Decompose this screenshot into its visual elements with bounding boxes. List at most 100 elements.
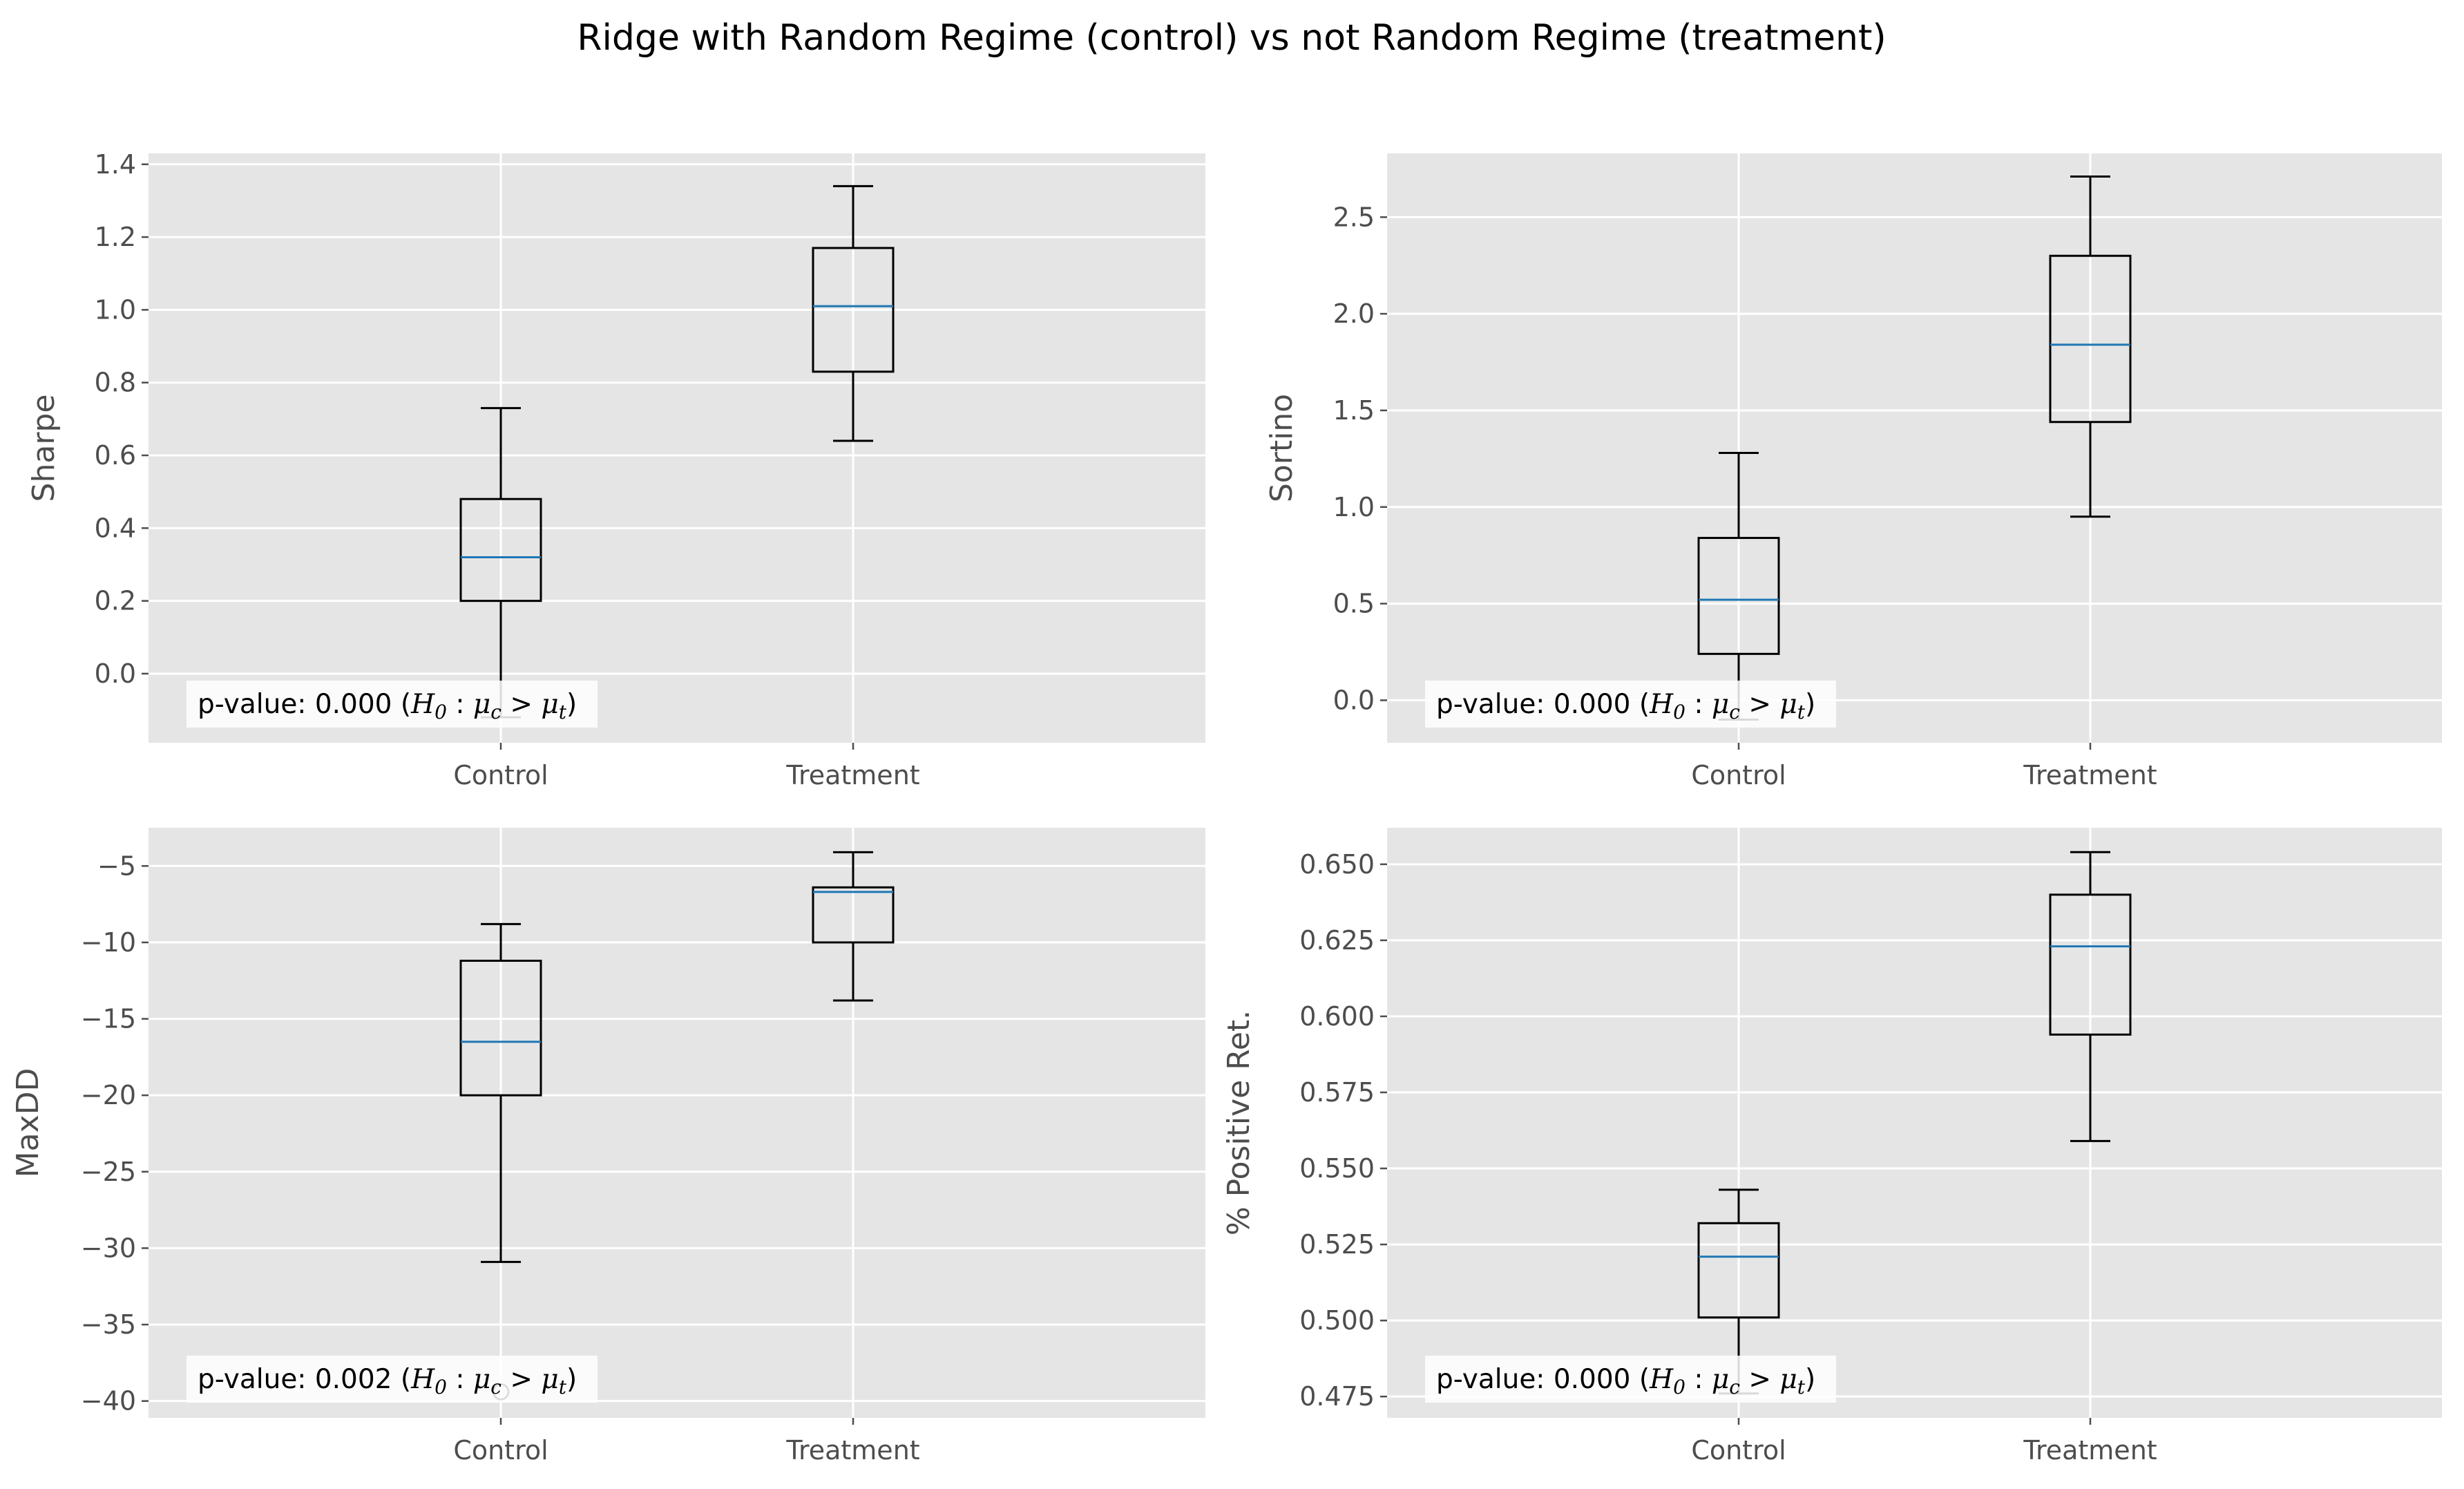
subplot-3: −40 −35 −30 −25 −20 −15 −10 −5 Control Treatment M… bbox=[10, 828, 1205, 1466]
box-treatment bbox=[812, 851, 895, 1002]
p-value-annotation: p-value: 0.002 (H0 : μc > μt) bbox=[187, 1356, 598, 1403]
math-greater-than: > bbox=[1740, 689, 1779, 720]
box-treatment bbox=[812, 184, 895, 442]
box-iqr bbox=[812, 886, 895, 944]
math-colon: : bbox=[1685, 1364, 1712, 1395]
y-tick-label: 0.575 bbox=[1299, 1077, 1375, 1108]
axes-background bbox=[1387, 153, 2442, 743]
annotation-box bbox=[187, 1356, 598, 1403]
box-iqr bbox=[459, 959, 542, 1097]
mu-symbol: μ bbox=[473, 1364, 490, 1395]
mu-subscript: t bbox=[1797, 701, 1806, 723]
y-tick-label: 0.8 bbox=[95, 368, 136, 398]
x-tick-label: Treatment bbox=[2023, 760, 2157, 790]
y-axis-label: Sharpe bbox=[26, 395, 61, 502]
box-treatment bbox=[2049, 176, 2132, 518]
y-tick-label: 1.5 bbox=[1333, 395, 1375, 426]
mu-symbol: μ bbox=[1712, 1364, 1729, 1395]
annotation-box bbox=[1425, 681, 1836, 728]
box-control bbox=[459, 922, 542, 1401]
x-tick-label: Treatment bbox=[785, 1435, 919, 1466]
y-tick-label: 0.550 bbox=[1299, 1153, 1375, 1184]
y-tick-label: −35 bbox=[81, 1309, 136, 1340]
x-tick-label: Control bbox=[1691, 760, 1786, 790]
p-value-annotation: p-value: 0.000 (H0 : μc > μt) bbox=[187, 681, 598, 728]
y-tick-label: 0.500 bbox=[1299, 1305, 1375, 1336]
y-axis-label: MaxDD bbox=[10, 1068, 46, 1178]
mu-symbol: μ bbox=[473, 689, 490, 720]
y-tick-label: 0.525 bbox=[1299, 1229, 1375, 1260]
subplot-4: 0.475 0.500 0.525 0.550 0.575 0.600 0.625 0.650… bbox=[1221, 828, 2442, 1466]
y-tick-label: 1.0 bbox=[95, 294, 136, 325]
subplots: 0.0 0.2 0.4 0.6 0.8 1.0 1.2 1.4 Control Treatment… bbox=[10, 149, 2442, 1466]
mu-subscript: t bbox=[1797, 1376, 1806, 1398]
y-tick-label: 0.2 bbox=[95, 586, 136, 616]
y-tick-label: −30 bbox=[81, 1233, 136, 1263]
p-value-prefix: p-value: 0.000 ( bbox=[1436, 1364, 1650, 1395]
y-tick-label: −20 bbox=[81, 1080, 136, 1110]
y-tick-label: 1.0 bbox=[1333, 492, 1375, 522]
x-tick-label: Control bbox=[453, 1435, 548, 1466]
mu-subscript: c bbox=[1729, 701, 1740, 723]
y-tick-label: 2.0 bbox=[1333, 298, 1375, 329]
y-tick-label: 1.2 bbox=[95, 222, 136, 252]
x-tick-label: Control bbox=[1691, 1435, 1786, 1466]
y-axis-label: Sortino bbox=[1264, 394, 1299, 502]
y-tick-label: −25 bbox=[81, 1157, 136, 1187]
figure-title: Ridge with Random Regime (control) vs no… bbox=[577, 17, 1886, 59]
hypothesis-symbol: H bbox=[410, 1364, 435, 1395]
y-tick-label: 0.475 bbox=[1299, 1381, 1375, 1412]
y-tick-label: 0.600 bbox=[1299, 1001, 1375, 1032]
p-value-prefix: p-value: 0.000 ( bbox=[1436, 689, 1650, 720]
subplot-2: 0.0 0.5 1.0 1.5 2.0 2.5 Control Treatment Sortin… bbox=[1264, 153, 2442, 790]
mu-symbol: μ bbox=[1712, 689, 1729, 720]
hypothesis-subscript: 0 bbox=[1673, 1376, 1685, 1398]
y-tick-label: 0.6 bbox=[95, 440, 136, 471]
math-colon: : bbox=[1685, 689, 1712, 720]
mu-subscript: c bbox=[1729, 1376, 1740, 1398]
box-iqr bbox=[812, 247, 895, 373]
p-value-text: p-value: 0.000 (H0 : μc > μt) bbox=[1436, 689, 1815, 723]
p-value-text: p-value: 0.002 (H0 : μc > μt) bbox=[198, 1364, 577, 1398]
hypothesis-symbol: H bbox=[1649, 689, 1674, 720]
mu-symbol: μ bbox=[541, 1364, 558, 1395]
p-value-text: p-value: 0.000 (H0 : μc > μt) bbox=[1436, 1364, 1815, 1398]
hypothesis-subscript: 0 bbox=[1673, 701, 1685, 723]
p-value-suffix: ) bbox=[1805, 1364, 1815, 1395]
y-tick-label: 0.625 bbox=[1299, 925, 1375, 956]
x-tick-label: Control bbox=[453, 760, 548, 790]
subplot-1: 0.0 0.2 0.4 0.6 0.8 1.0 1.2 1.4 Control Treatment… bbox=[26, 149, 1205, 790]
p-value-annotation: p-value: 0.000 (H0 : μc > μt) bbox=[1425, 1356, 1836, 1403]
math-colon: : bbox=[447, 689, 473, 720]
hypothesis-subscript: 0 bbox=[434, 701, 447, 723]
mu-symbol: μ bbox=[1779, 1364, 1797, 1395]
axes-background bbox=[149, 153, 1205, 743]
math-colon: : bbox=[447, 1364, 473, 1395]
math-greater-than: > bbox=[1740, 1364, 1779, 1395]
math-greater-than: > bbox=[502, 1364, 541, 1395]
axes-background bbox=[149, 828, 1205, 1418]
y-tick-label: 0.650 bbox=[1299, 849, 1375, 880]
y-tick-label: −10 bbox=[81, 927, 136, 958]
mu-subscript: c bbox=[490, 701, 502, 723]
axes-background bbox=[1387, 828, 2442, 1418]
p-value-prefix: p-value: 0.000 ( bbox=[198, 689, 411, 720]
box-iqr bbox=[459, 497, 542, 603]
y-tick-label: 0.4 bbox=[95, 513, 136, 543]
hypothesis-symbol: H bbox=[1649, 1364, 1674, 1395]
box-iqr bbox=[2049, 254, 2132, 424]
box-iqr bbox=[2049, 893, 2132, 1036]
p-value-prefix: p-value: 0.002 ( bbox=[198, 1364, 411, 1395]
p-value-text: p-value: 0.000 (H0 : μc > μt) bbox=[198, 689, 577, 723]
p-value-suffix: ) bbox=[566, 1364, 577, 1395]
mu-symbol: μ bbox=[541, 689, 558, 720]
box-treatment bbox=[2049, 851, 2132, 1142]
math-greater-than: > bbox=[502, 689, 541, 720]
mu-subscript: t bbox=[559, 701, 567, 723]
box-iqr bbox=[1697, 1222, 1780, 1319]
mu-symbol: μ bbox=[1779, 689, 1797, 720]
y-axis-label: % Positive Ret. bbox=[1221, 1010, 1257, 1235]
y-tick-label: 1.4 bbox=[95, 149, 136, 180]
annotation-box bbox=[187, 681, 598, 728]
